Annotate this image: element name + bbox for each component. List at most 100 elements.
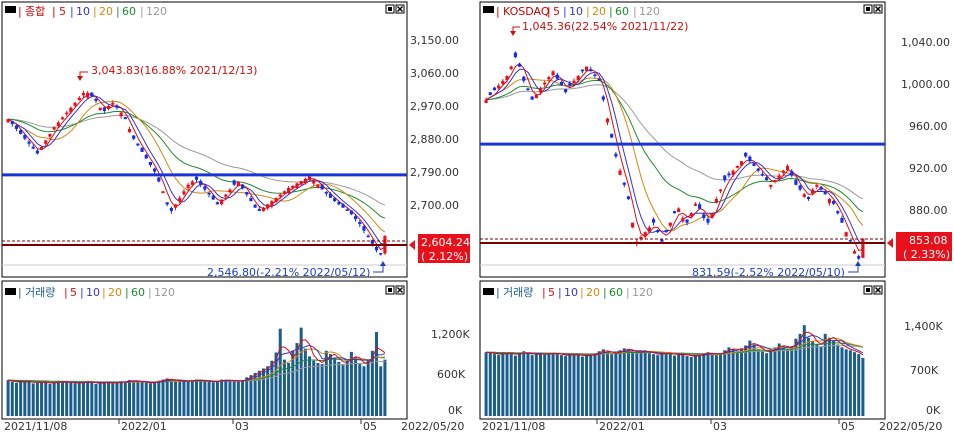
kospi-candle-body bbox=[132, 135, 136, 139]
legend-ma10: 10 bbox=[86, 286, 100, 299]
kospi-date-end: 2022/05/20 bbox=[401, 420, 464, 433]
kospi-volume-restore-icon[interactable] bbox=[385, 285, 395, 295]
kosdaq-candle-body bbox=[631, 222, 635, 228]
kosdaq-candle-body bbox=[685, 219, 689, 223]
kospi-candle-body bbox=[27, 141, 31, 144]
kospi-volume-bar bbox=[165, 378, 169, 416]
kospi-close-icon[interactable] bbox=[395, 4, 405, 14]
kosdaq-volume-bar bbox=[576, 355, 580, 416]
kospi-volume-bar bbox=[211, 382, 215, 416]
kospi-volume-bar bbox=[40, 381, 44, 416]
kosdaq-tick: 880.00 bbox=[909, 204, 948, 217]
kospi-volume-bar bbox=[182, 381, 186, 416]
legend-ma10: 10 bbox=[564, 286, 578, 299]
kospi-candle-body bbox=[102, 107, 106, 111]
kospi-volume-bar bbox=[61, 381, 65, 416]
kospi-volume-bar bbox=[299, 327, 303, 416]
kosdaq-volume-bar bbox=[484, 352, 488, 416]
kosdaq-volume-close-icon[interactable] bbox=[873, 285, 883, 295]
kospi-volume-bar bbox=[10, 381, 14, 416]
kosdaq-candle-body bbox=[769, 184, 773, 187]
legend-ma20: 20 bbox=[586, 286, 600, 299]
kosdaq-volume-bar bbox=[756, 349, 760, 416]
kospi-candle-body bbox=[186, 184, 190, 188]
kosdaq-volume-bar bbox=[840, 347, 844, 416]
kospi-candle-body bbox=[39, 147, 44, 150]
kospi-volume-close-icon[interactable] bbox=[395, 285, 405, 295]
kosdaq-candle-body bbox=[614, 153, 618, 157]
kospi-candle-body bbox=[287, 188, 291, 193]
kosdaq-candle-body bbox=[505, 76, 509, 81]
kospi-candle-body bbox=[19, 130, 23, 134]
kosdaq-candle-body bbox=[857, 256, 861, 259]
kospi-volume-bar bbox=[224, 380, 228, 416]
kosdaq-candle-body bbox=[802, 194, 806, 197]
kosdaq-volume-bar bbox=[677, 354, 681, 416]
legend-ma20: 20 bbox=[99, 5, 113, 18]
kosdaq-volume-bar bbox=[509, 354, 513, 416]
kospi-low-pointer-icon bbox=[373, 265, 384, 273]
kosdaq-volume-bar bbox=[819, 346, 823, 416]
kosdaq-volume-bar bbox=[748, 340, 752, 416]
kosdaq-volume-bar bbox=[601, 349, 605, 416]
kospi-candle-body bbox=[203, 186, 207, 190]
kospi-candle-body bbox=[245, 191, 249, 195]
kosdaq-volume-bar bbox=[786, 349, 790, 416]
kosdaq-close-icon[interactable] bbox=[873, 4, 883, 14]
kospi-volume-menu-icon[interactable] bbox=[5, 288, 16, 295]
kospi-volume-bar bbox=[220, 379, 224, 416]
kospi-volume-bar bbox=[379, 366, 383, 416]
kospi-tick: 2,880.00 bbox=[410, 133, 459, 146]
kosdaq-candle-body bbox=[601, 96, 605, 100]
kosdaq-volume-bar bbox=[836, 344, 840, 416]
kosdaq-candle-body bbox=[739, 161, 744, 166]
kospi-restore-icon[interactable] bbox=[385, 4, 395, 14]
kosdaq-date-start: 2021/11/08 bbox=[482, 420, 545, 433]
kospi-low-arrow-icon bbox=[380, 261, 386, 266]
kospi-candle-body bbox=[274, 197, 278, 203]
kosdaq-candle-body bbox=[564, 89, 568, 93]
kosdaq-menu-icon[interactable] bbox=[483, 6, 494, 13]
kospi-candle-body bbox=[153, 168, 157, 172]
kosdaq-volume-bar bbox=[681, 353, 685, 416]
kosdaq-date-mar: 03 bbox=[713, 420, 727, 433]
kosdaq-restore-icon[interactable] bbox=[863, 4, 873, 14]
kosdaq-tick: 920.00 bbox=[909, 162, 948, 175]
kosdaq-volume-bar bbox=[606, 352, 610, 416]
kosdaq-candle-body bbox=[547, 76, 551, 80]
legend-ma60: 60 bbox=[131, 286, 145, 299]
kospi-candle-body bbox=[35, 150, 39, 154]
kosdaq-candle-body bbox=[509, 66, 513, 69]
legend-ma20: 20 bbox=[592, 5, 606, 18]
legend-ma120: 120 bbox=[639, 5, 660, 18]
kospi-candle-body bbox=[81, 92, 86, 96]
kosdaq-volume-bar bbox=[714, 355, 718, 416]
kospi-volume-bar bbox=[14, 382, 18, 416]
kosdaq-low-label: 831.59(-2.52% 2022/05/10) bbox=[692, 266, 845, 279]
kosdaq-candle-body bbox=[484, 99, 488, 104]
kosdaq-volume-menu-icon[interactable] bbox=[483, 288, 494, 295]
kosdaq-price-axis: 1,040.00 1,000.00 960.00 920.00 880.00 bbox=[901, 36, 950, 217]
kospi-volume-bar bbox=[115, 382, 119, 416]
kosdaq-volume-bar bbox=[593, 353, 597, 416]
kosdaq-volume-bar bbox=[643, 350, 647, 416]
kosdaq-candle-body bbox=[555, 74, 559, 79]
kosdaq-volume-bar bbox=[844, 349, 848, 416]
kosdaq-ma5-line bbox=[485, 62, 864, 251]
kosdaq-candle-body bbox=[689, 213, 693, 217]
kospi-candle-body bbox=[169, 207, 173, 211]
kospi-candle-body bbox=[278, 194, 282, 197]
kospi-volume-bar bbox=[27, 380, 31, 416]
kosdaq-volume-restore-icon[interactable] bbox=[863, 285, 873, 295]
kosdaq-candle-body bbox=[840, 217, 844, 223]
kospi-ma10-line bbox=[7, 95, 386, 245]
kospi-candles bbox=[6, 90, 387, 256]
kospi-volume-bar bbox=[207, 381, 211, 416]
legend-sep: | bbox=[148, 286, 152, 299]
kosdaq-candle-body bbox=[660, 239, 664, 242]
kospi-menu-icon[interactable] bbox=[5, 6, 16, 13]
kosdaq-volume-bar bbox=[815, 344, 819, 416]
kospi-volume-bar bbox=[383, 359, 387, 416]
kosdaq-price-badge bbox=[896, 232, 952, 261]
legend-sep: | bbox=[542, 286, 546, 299]
